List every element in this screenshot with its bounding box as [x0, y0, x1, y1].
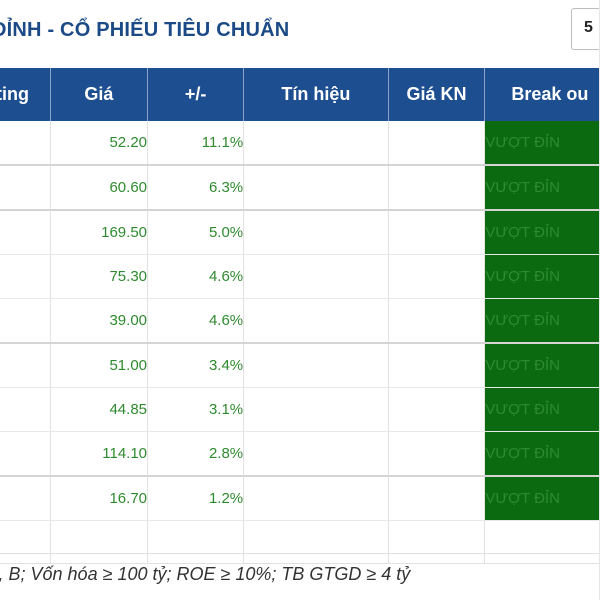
cell-signal [243, 387, 389, 432]
cell-price: 52.20 [50, 121, 149, 166]
criteria-text: +, B; Vốn hóa ≥ 100 tỷ; ROE ≥ 10%; TB GT… [0, 564, 411, 584]
page-title: ĐỈNH - CỔ PHIẾU TIÊU CHUẨN [0, 19, 290, 41]
table-row[interactable]: A+ 75.30 4.6% VƯỢT ĐỈN [0, 254, 600, 299]
cell-rating: B+ [0, 121, 51, 166]
cell-breakout-badge: VƯỢT ĐỈN [484, 431, 600, 477]
cell-price: 51.00 [50, 343, 149, 388]
cell-breakout-badge: VƯỢT ĐỈN [484, 387, 600, 432]
cell-signal [243, 121, 389, 166]
cell-signal [243, 431, 389, 477]
empty-cell [243, 520, 389, 564]
count-selector-value: 5 [584, 19, 593, 36]
cell-signal [243, 165, 389, 211]
cell-rating: A+ [0, 298, 51, 344]
table-row[interactable]: A+ 44.85 3.1% VƯỢT ĐỈN [0, 387, 600, 432]
column-header-breakout[interactable]: Break ou [484, 68, 600, 121]
count-selector[interactable]: 5 [571, 8, 600, 50]
cell-breakout-badge: VƯỢT ĐỈN [484, 476, 600, 521]
cell-change: 3.4% [147, 343, 245, 388]
cell-change: 11.1% [147, 121, 245, 166]
cell-rating: A+ [0, 254, 51, 299]
cell-change: 3.1% [147, 387, 245, 432]
cell-breakout-badge: VƯỢT ĐỈN [484, 165, 600, 211]
cell-signal [243, 210, 389, 255]
empty-cell [0, 520, 51, 564]
cell-price: 169.50 [50, 210, 149, 255]
cell-breakout-badge: VƯỢT ĐỈN [484, 121, 600, 166]
table-row[interactable]: B+ 52.20 11.1% VƯỢT ĐỈN [0, 121, 600, 166]
column-header-rating[interactable]: ting [0, 68, 51, 121]
empty-cell [50, 520, 149, 564]
cell-change: 5.0% [147, 210, 245, 255]
cell-ref-price [388, 343, 486, 388]
cell-price: 60.60 [50, 165, 149, 211]
cell-change: 1.2% [147, 476, 245, 521]
cell-ref-price [388, 210, 486, 255]
cell-ref-price [388, 387, 486, 432]
empty-cell [484, 520, 600, 564]
cell-change: 4.6% [147, 298, 245, 344]
cell-ref-price [388, 476, 486, 521]
empty-cell [147, 520, 245, 564]
cell-signal [243, 476, 389, 521]
cell-signal [243, 343, 389, 388]
table-row[interactable]: A 51.00 3.4% VƯỢT ĐỈN [0, 343, 600, 388]
cell-signal [243, 298, 389, 344]
column-header-change[interactable]: +/- [147, 68, 245, 121]
cell-breakout-badge: VƯỢT ĐỈN [484, 254, 600, 299]
criteria-footnote: +, B; Vốn hóa ≥ 100 tỷ; ROE ≥ 10%; TB GT… [0, 553, 600, 600]
cell-ref-price [388, 121, 486, 166]
cell-ref-price [388, 165, 486, 211]
cell-signal [243, 254, 389, 299]
title-bar: ĐỈNH - CỔ PHIẾU TIÊU CHUẨN 5 [0, 0, 600, 68]
column-header-signal[interactable]: Tín hiệu [243, 68, 389, 121]
cell-breakout-badge: VƯỢT ĐỈN [484, 343, 600, 388]
cell-price: 39.00 [50, 298, 149, 344]
empty-cell [388, 520, 486, 564]
cell-rating: B+ [0, 165, 51, 211]
cell-price: 44.85 [50, 387, 149, 432]
table-header-row: ting Giá +/- Tín hiệu Giá KN Break ou [0, 68, 600, 121]
cell-change: 6.3% [147, 165, 245, 211]
cell-ref-price [388, 254, 486, 299]
table-row[interactable]: A 114.10 2.8% VƯỢT ĐỈN [0, 431, 600, 477]
column-header-price[interactable]: Giá [50, 68, 149, 121]
cell-rating: B+ [0, 476, 51, 521]
column-header-ref-price[interactable]: Giá KN [388, 68, 486, 121]
table-row[interactable]: B+ 60.60 6.3% VƯỢT ĐỈN [0, 165, 600, 211]
cell-rating: A [0, 431, 51, 477]
table-row[interactable]: A+ 39.00 4.6% VƯỢT ĐỈN [0, 298, 600, 344]
cell-ref-price [388, 298, 486, 344]
stock-table: ting Giá +/- Tín hiệu Giá KN Break ou B+… [0, 68, 600, 564]
cell-price: 16.70 [50, 476, 149, 521]
cell-breakout-badge: VƯỢT ĐỈN [484, 210, 600, 255]
cell-change: 2.8% [147, 431, 245, 477]
table-row[interactable]: A+ 169.50 5.0% VƯỢT ĐỈN [0, 210, 600, 255]
table-row[interactable]: B+ 16.70 1.2% VƯỢT ĐỈN [0, 476, 600, 521]
cell-rating: A+ [0, 210, 51, 255]
cell-change: 4.6% [147, 254, 245, 299]
cell-breakout-badge: VƯỢT ĐỈN [484, 298, 600, 344]
cell-rating: A+ [0, 387, 51, 432]
cell-price: 114.10 [50, 431, 149, 477]
table-row-empty [0, 520, 600, 564]
cell-ref-price [388, 431, 486, 477]
cell-rating: A [0, 343, 51, 388]
cell-price: 75.30 [50, 254, 149, 299]
